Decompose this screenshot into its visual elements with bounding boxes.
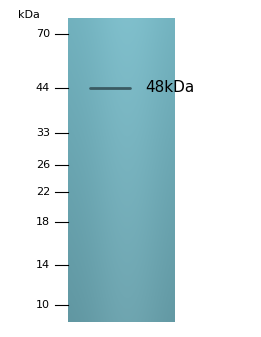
Text: 44: 44	[36, 83, 50, 93]
Text: 48kDa: 48kDa	[145, 81, 194, 95]
Text: 33: 33	[36, 128, 50, 138]
Text: 22: 22	[36, 187, 50, 197]
Text: 10: 10	[36, 300, 50, 310]
Text: 70: 70	[36, 29, 50, 39]
Text: 14: 14	[36, 260, 50, 270]
Text: kDa: kDa	[18, 10, 40, 20]
Text: 18: 18	[36, 217, 50, 227]
Text: 26: 26	[36, 160, 50, 170]
